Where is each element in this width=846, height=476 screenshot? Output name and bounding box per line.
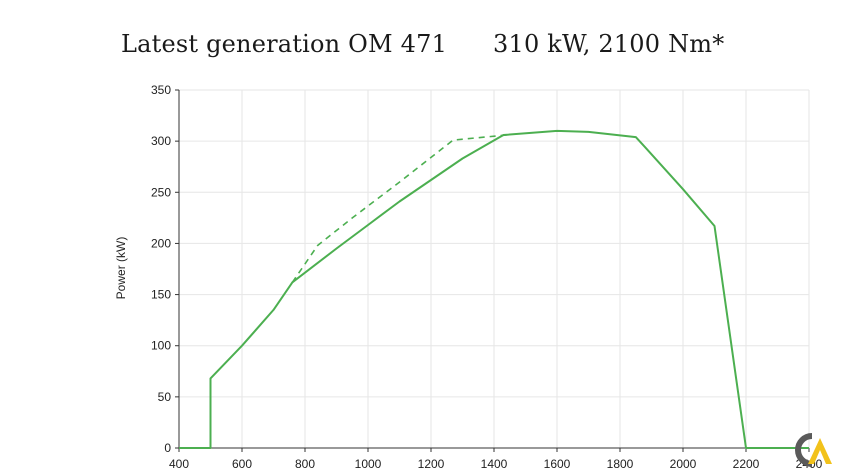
series-line-dashed <box>291 134 507 283</box>
x-tick-label: 2000 <box>670 457 697 471</box>
y-tick-label: 100 <box>151 339 171 353</box>
y-tick-label: 150 <box>151 288 171 302</box>
x-axis-ticks: 4006008001000120014001600180020002200240… <box>169 448 823 471</box>
series-group <box>179 129 809 449</box>
x-tick-label: 1400 <box>481 457 508 471</box>
chart-title-main: Latest generation OM 471 <box>121 30 448 58</box>
series-line-solid <box>179 129 809 449</box>
chart-title: Latest generation OM 471 310 kW, 2100 Nm* <box>121 30 724 58</box>
y-tick-label: 350 <box>151 83 171 97</box>
x-tick-label: 1800 <box>607 457 634 471</box>
y-tick-label: 250 <box>151 185 171 199</box>
x-tick-label: 400 <box>169 457 189 471</box>
grid <box>179 89 810 448</box>
watermark-logo: CM <box>790 430 836 470</box>
y-tick-label: 200 <box>151 236 171 250</box>
x-tick-label: 800 <box>295 457 315 471</box>
y-axis-ticks: 0 50 100 150 200 250 300 350 <box>151 83 179 455</box>
x-tick-label: 1200 <box>418 457 445 471</box>
x-tick-label: 600 <box>232 457 252 471</box>
chart-subtitle: 310 kW, 2100 Nm* <box>493 30 725 58</box>
logo-icon: CM <box>795 433 832 467</box>
x-tick-label: 1000 <box>355 457 382 471</box>
y-tick-label: 300 <box>151 134 171 148</box>
y-tick-label: 0 <box>164 441 171 455</box>
y-tick-label: 50 <box>158 390 172 404</box>
x-tick-label: 2200 <box>733 457 760 471</box>
x-tick-label: 1600 <box>544 457 571 471</box>
y-axis-label: Power (kW) <box>114 237 128 300</box>
